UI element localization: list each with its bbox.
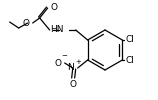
Text: HN: HN bbox=[50, 26, 64, 34]
Text: N: N bbox=[67, 64, 74, 72]
Text: O: O bbox=[51, 4, 58, 12]
Text: O: O bbox=[69, 80, 76, 89]
Text: O: O bbox=[55, 58, 62, 68]
Text: −: − bbox=[61, 54, 67, 59]
Text: Cl: Cl bbox=[125, 56, 134, 64]
Text: +: + bbox=[75, 58, 81, 64]
Text: Cl: Cl bbox=[125, 36, 134, 44]
Text: O: O bbox=[23, 18, 30, 28]
